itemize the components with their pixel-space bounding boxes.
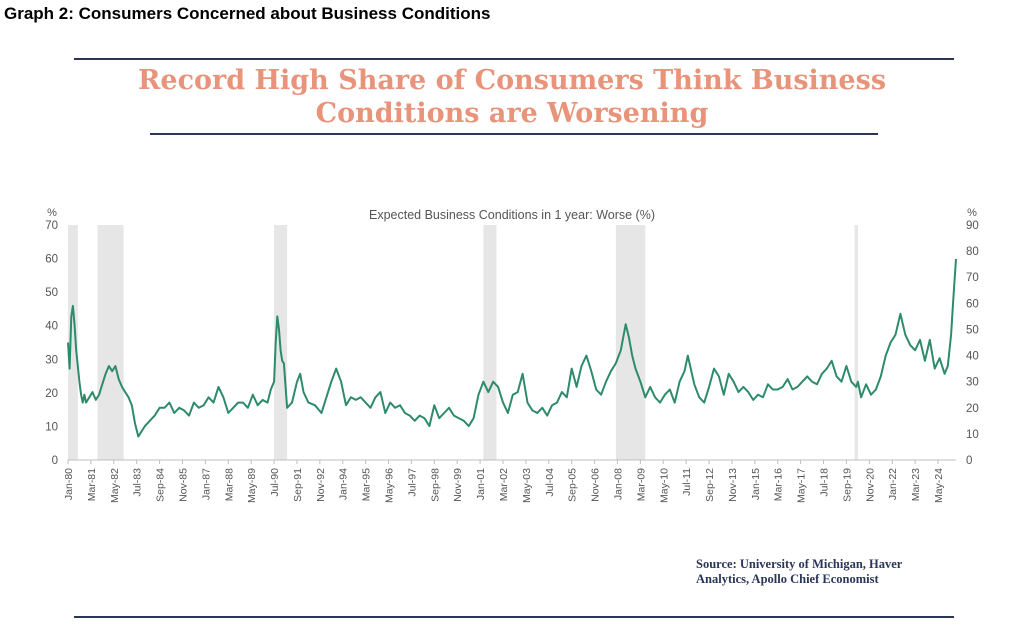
y-left-tick: 0	[52, 455, 58, 467]
x-tick-label: Jul-83	[132, 468, 144, 497]
series-line-worse	[67, 258, 957, 438]
x-tick-label: Mar-16	[773, 468, 785, 501]
x-tick-label: May-96	[384, 468, 396, 503]
x-tick-label: Mar-09	[635, 468, 647, 501]
y-left-tick: 10	[45, 421, 58, 433]
x-tick-label: Nov-92	[315, 468, 327, 502]
x-tick-label: May-89	[246, 468, 258, 503]
x-tick-label: Mar-81	[86, 468, 98, 501]
headline-line-1: Record High Share of Consumers Think Bus…	[137, 65, 887, 96]
y-left-tick: 50	[45, 287, 58, 299]
y-right-tick: 80	[966, 246, 979, 258]
recession-band-4	[483, 225, 497, 460]
x-tick-label: Nov-85	[177, 468, 189, 502]
recession-band-6	[854, 225, 858, 460]
x-tick-label: May-82	[109, 468, 121, 503]
x-tick-label: Jan-22	[887, 468, 899, 500]
y-right-unit: %	[967, 207, 977, 219]
x-tick-label: Nov-99	[452, 468, 464, 502]
x-tick-label: Nov-06	[590, 468, 602, 502]
x-tick-label: Jul-18	[819, 468, 831, 497]
y-left-tick: 40	[45, 321, 58, 333]
y-right-tick: 10	[966, 429, 979, 441]
x-ticks: Jan-80 Mar-81 May-82 Jul-83 Sep-84 Nov-85 Jan-…	[63, 460, 945, 503]
top-rule	[74, 58, 954, 60]
y-right-tick: 40	[966, 351, 979, 363]
x-tick-label: May-24	[933, 468, 945, 503]
y-left-tick: 20	[45, 388, 58, 400]
graph-label: Graph 2: Consumers Concerned about Busin…	[4, 4, 491, 23]
x-tick-label: Sep-84	[155, 468, 167, 502]
x-tick-label: Jul-04	[544, 468, 556, 497]
headline: Record High Share of Consumers Think Bus…	[0, 64, 1024, 130]
x-tick-label: Mar-88	[223, 468, 235, 501]
x-tick-label: May-10	[658, 468, 670, 503]
x-tick-label: Sep-12	[704, 468, 716, 502]
recession-bands	[68, 225, 858, 460]
x-tick-label: Mar-02	[498, 468, 510, 501]
x-tick-label: Jul-97	[406, 468, 418, 497]
y-left-ticks: 0 10 20 30 40 50 60 70	[45, 220, 58, 467]
headline-underline	[150, 133, 878, 135]
y-right-tick: 60	[966, 298, 979, 310]
bottom-rule	[74, 616, 954, 618]
y-left-unit: %	[47, 207, 57, 219]
y-left-tick: 30	[45, 354, 58, 366]
x-tick-label: May-17	[796, 468, 808, 503]
headline-line-2: Conditions are Worsening	[315, 98, 709, 129]
y-right-tick: 30	[966, 377, 979, 389]
x-tick-label: May-03	[521, 468, 533, 503]
recession-band-1	[68, 225, 78, 460]
x-tick-label: Jan-94	[338, 468, 350, 500]
line-chart: Expected Business Conditions in 1 year: …	[45, 207, 979, 503]
x-tick-label: Jul-11	[681, 468, 693, 496]
y-right-ticks: 0 10 20 30 40 50 60 70 80 90	[966, 220, 979, 467]
source-note: Source: University of Michigan, Haver An…	[696, 557, 902, 587]
x-tick-label: Sep-05	[567, 468, 579, 502]
chart-title: Expected Business Conditions in 1 year: …	[369, 208, 655, 222]
y-right-tick: 90	[966, 220, 979, 232]
source-line-1: Source: University of Michigan, Haver	[696, 557, 903, 571]
x-tick-label: Jan-15	[750, 468, 762, 500]
x-tick-label: Jan-87	[200, 468, 212, 500]
y-left-tick: 60	[45, 254, 58, 266]
x-tick-label: Jan-08	[612, 468, 624, 500]
x-tick-label: Mar-95	[361, 468, 373, 501]
x-tick-label: Nov-13	[727, 468, 739, 502]
recession-band-2	[97, 225, 124, 460]
x-tick-label: Jan-80	[63, 468, 75, 500]
source-line-2: Analytics, Apollo Chief Economist	[696, 572, 879, 586]
y-left-tick: 70	[45, 220, 58, 232]
x-tick-label: Sep-91	[292, 468, 304, 502]
x-tick-label: Jan-01	[475, 468, 487, 500]
x-tick-label: Mar-23	[910, 468, 922, 501]
x-tick-label: Nov-20	[864, 468, 876, 502]
x-tick-label: Jul-90	[269, 468, 281, 497]
y-right-tick: 50	[966, 324, 979, 336]
x-tick-label: Sep-19	[841, 468, 853, 502]
y-right-tick: 20	[966, 403, 979, 415]
y-right-tick: 70	[966, 272, 979, 284]
x-tick-label: Sep-98	[429, 468, 441, 502]
y-right-tick: 0	[966, 455, 972, 467]
